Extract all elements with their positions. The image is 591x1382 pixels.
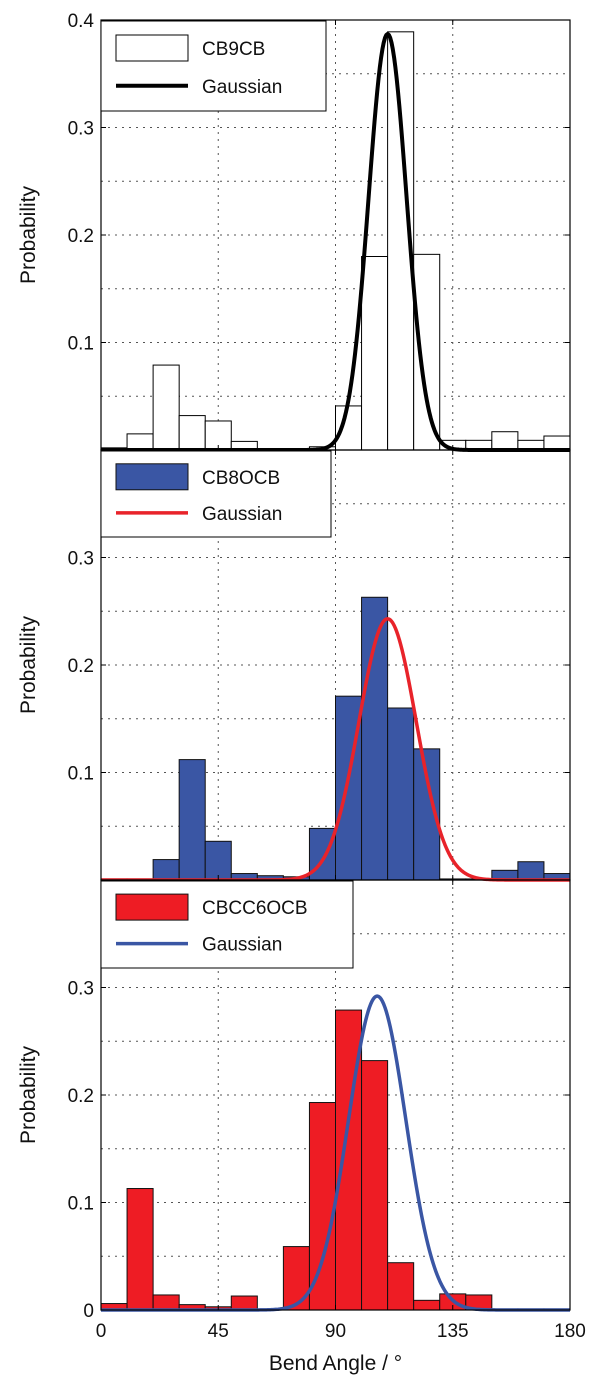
legend-swatch-histogram [115, 463, 189, 491]
histogram-bar [152, 364, 180, 451]
histogram-bar [282, 1246, 310, 1311]
legend-label: Gaussian [202, 77, 282, 98]
legend-label: CBCC6OCB [202, 898, 308, 919]
histogram-bar [361, 1060, 389, 1311]
x-tick-label: 90 [325, 1321, 346, 1342]
y-tick-label: 0.3 [68, 549, 94, 570]
legend: CB9CB Gaussian [100, 20, 327, 112]
legend: CBCC6OCB Gaussian [100, 880, 354, 969]
histogram-bar [126, 433, 154, 451]
y-tick-label: 0.2 [68, 226, 94, 247]
histogram-bar [387, 1262, 415, 1311]
histogram-bar [491, 431, 519, 451]
y-tick-label: 0 [83, 1301, 94, 1322]
legend: CB8OCB Gaussian [100, 450, 332, 538]
legend-label: Gaussian [202, 935, 282, 956]
x-axis-label: Bend Angle / ° [269, 1352, 402, 1375]
y-tick-label: 0.2 [68, 1086, 94, 1107]
y-axis-label: Probability [17, 185, 40, 284]
legend-label: Gaussian [202, 504, 282, 525]
y-tick-label: 0.1 [68, 334, 94, 355]
legend-label: CB9CB [202, 39, 265, 60]
legend-swatch-histogram [115, 34, 189, 62]
x-tick-label: 135 [437, 1321, 469, 1342]
histogram-bar [543, 435, 571, 451]
histogram-bar [517, 861, 545, 881]
chart-panel-top: 0.1 0.2 0.3 0.4 Probability CB9CB Gaussian [17, 11, 571, 452]
y-tick-label: 0.2 [68, 656, 94, 677]
chart-panel-middle: 0.1 0.2 0.3 Probability CB8OCB Gaussian [17, 449, 571, 882]
histogram-bar [178, 415, 206, 451]
histogram-bar [387, 707, 415, 881]
y-axis-label: Probability [17, 1045, 40, 1144]
histogram-bar [308, 1102, 337, 1311]
y-tick-label: 0.3 [68, 979, 94, 1000]
histogram-bar [204, 840, 232, 881]
y-tick-label: 0.3 [68, 119, 94, 140]
histogram-bar [178, 759, 206, 881]
histogram-bar [152, 1294, 180, 1311]
histogram-bar [152, 859, 180, 881]
legend-label: CB8OCB [202, 468, 280, 489]
y-tick-label: 0.1 [68, 1194, 94, 1215]
histogram-bar [413, 253, 441, 451]
x-tick-label: 45 [208, 1321, 229, 1342]
histogram-bar [230, 1295, 258, 1311]
histogram-bar [413, 1299, 441, 1311]
histogram-bar [126, 1188, 154, 1311]
chart-panel-bottom: 0 0.1 0.2 0.3 Probability CBCC6OCB Gaussian 0 45… [17, 879, 586, 1375]
x-tick-label: 0 [96, 1321, 107, 1342]
legend-swatch-histogram [115, 893, 189, 921]
y-axis-label: Probability [17, 615, 40, 714]
y-tick-label: 0.1 [68, 764, 94, 785]
y-tick-label: 0.4 [68, 11, 95, 32]
x-tick-label: 180 [554, 1321, 586, 1342]
histogram-bar [361, 256, 389, 451]
